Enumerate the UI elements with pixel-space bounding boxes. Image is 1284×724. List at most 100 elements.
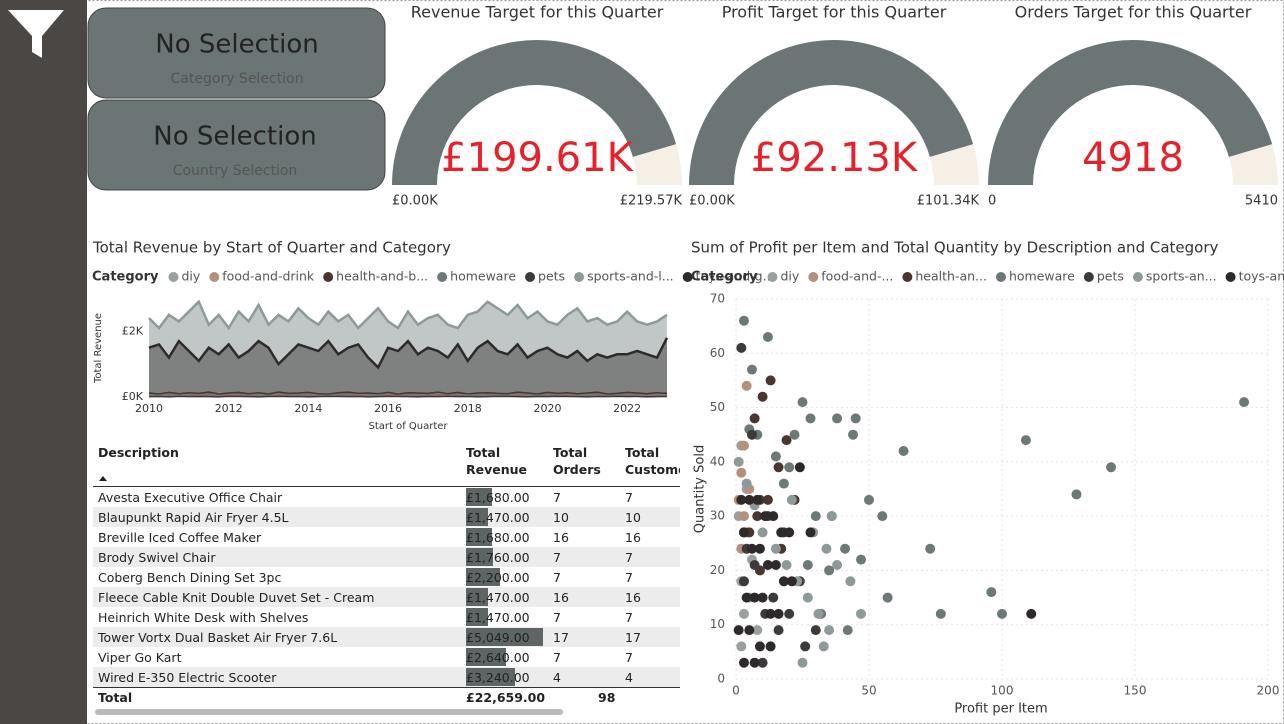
cell: £1,470.00 [466,510,530,525]
gauge-track [929,144,979,185]
gauge-title: Profit Target for this Quarter [722,3,947,22]
scatter-point [746,429,757,440]
column-header: Description [98,445,179,460]
legend-marker [209,272,220,282]
y-tick-label: 0 [717,672,725,686]
scatter-point [738,657,749,668]
cell: Fleece Cable Knit Double Duvet Set - Cre… [98,590,375,605]
x-tick-label: 100 [991,684,1014,698]
y-tick-label: 10 [710,617,725,631]
cell: 7 [553,650,561,665]
scatter-point [864,494,874,505]
slicer-label: Category Selection [171,71,304,87]
column-header: Total Orders [553,445,601,477]
row-band [93,667,680,687]
filter-icon[interactable] [8,10,64,58]
scatter-point [935,608,946,619]
scatter-point [757,592,768,603]
scatter-point [810,511,821,522]
slicer-card[interactable] [87,7,386,99]
slicer-label: Country Selection [173,163,298,179]
cell: Blaupunkt Rapid Air Fryer 4.5L [98,510,289,525]
gauge-value: £92.13K [751,135,919,181]
scatter-point [736,342,747,353]
legend-label: food-and-drink [222,269,315,284]
cell: 17 [553,630,569,645]
y-tick-label: £2K [122,324,144,337]
scatter-point [805,527,816,538]
x-tick-label: 50 [861,684,876,698]
cell: Viper Go Kart [98,650,182,665]
scatter-point [1026,608,1037,619]
gauge-max: 5410 [1245,194,1278,209]
scatter-point [832,560,843,570]
scatter-point [738,608,749,619]
scatter-point [784,462,795,473]
legend-label: pets [1097,269,1124,284]
scatter-point [752,511,763,522]
cell: 7 [625,610,633,625]
scatter-point [752,494,763,505]
legend-marker [1225,272,1236,282]
row-band [93,507,680,527]
scatter-point [757,391,768,402]
header-rule [93,486,680,487]
row-band [93,587,680,607]
data-bar [466,668,516,686]
scatter-point [832,413,843,424]
cell: 7 [553,490,561,505]
scatter-point [805,413,816,424]
data-bar [466,508,489,526]
scatter-point [877,511,888,522]
scatter-point [773,625,784,636]
gauge-value: £199.61K [441,135,634,181]
column-header: Total Customers [625,445,680,477]
sort-arrow [99,476,107,481]
cell: Coberg Bench Dining Set 3pc [98,570,282,585]
scatter-point [789,429,800,440]
slicer-card[interactable] [87,99,386,191]
legend-marker [168,272,179,282]
cell: 16 [553,530,569,545]
scatter-point [898,446,909,456]
y-tick-label: 50 [710,400,725,414]
x-tick-label: 200 [1257,684,1280,698]
legend-label: pets [538,269,565,284]
x-axis-title: Profit per Item [954,702,1047,717]
cell: 16 [625,530,641,545]
legend-title: Category [691,270,758,285]
scatter-point [754,543,765,554]
scatter-point [824,565,835,576]
scatter-point [856,554,867,565]
scatter-point [784,608,795,619]
gauge-title: Orders Target for this Quarter [1015,3,1252,22]
column-header: Total Revenue [466,445,528,477]
slicer-value: No Selection [153,122,316,152]
cell: 7 [625,650,633,665]
slicer-value: No Selection [155,30,318,60]
scatter-point [802,560,813,570]
x-axis-title: Start of Quarter [368,421,448,432]
scatter-point [741,592,752,603]
total-label: Total [98,690,133,705]
cell: 17 [625,630,641,645]
data-bar [466,648,507,666]
cell: 7 [625,490,633,505]
gauge-min: £0.00K [392,194,438,209]
scatter-point [1239,397,1250,408]
scatter-point [757,527,768,538]
scatter-point [738,576,749,587]
scrollbar[interactable] [95,709,563,715]
scatter-point [842,625,853,636]
scatter-point [773,462,784,473]
scatter-point [784,527,795,538]
scatter-point [762,560,773,570]
scatter-point [762,494,773,505]
area-line [148,299,668,331]
scatter-point [781,435,792,446]
scatter-point [770,451,781,462]
x-tick-label: 0 [732,684,740,698]
gauge-value: 4918 [1082,135,1184,181]
area-line [148,394,668,397]
sidebar [0,0,87,724]
